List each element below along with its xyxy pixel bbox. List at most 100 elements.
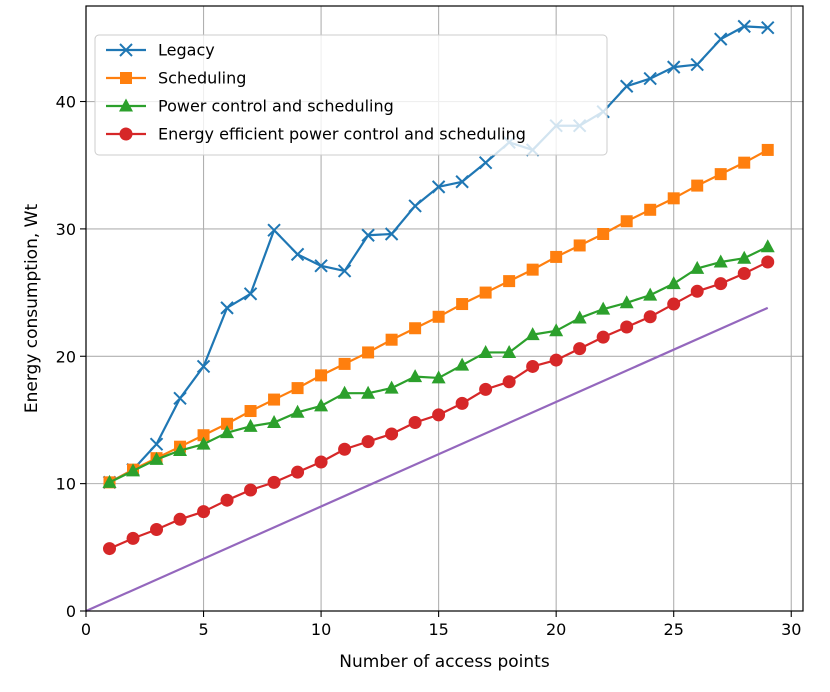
x-tick-label: 0 (81, 620, 91, 639)
data-point (267, 223, 281, 237)
data-point (714, 168, 727, 181)
y-axis-label: Energy consumption, Wt (22, 204, 42, 414)
x-tick-label: 10 (311, 620, 331, 639)
series-layer (85, 19, 775, 613)
series-4 (85, 306, 769, 613)
data-point (478, 344, 493, 358)
legend-marker (120, 72, 132, 84)
data-point (549, 353, 563, 367)
data-point (737, 250, 752, 264)
legend-label: Power control and scheduling (158, 97, 394, 116)
data-point (761, 255, 775, 269)
data-point (337, 385, 352, 399)
data-point (526, 263, 539, 276)
data-point (196, 436, 211, 450)
data-point (220, 301, 234, 315)
data-point (714, 277, 728, 291)
data-point (713, 254, 728, 268)
data-point (338, 357, 351, 370)
ticks: 0 5 10 15 20 25 30 0 10 20 30 40 (56, 93, 802, 639)
data-point (502, 375, 516, 389)
data-point (267, 414, 282, 428)
data-point (572, 310, 587, 324)
data-point (314, 455, 328, 469)
data-point (455, 396, 469, 410)
data-point (431, 180, 446, 194)
data-point (173, 443, 188, 457)
data-point (385, 427, 399, 441)
data-point (384, 380, 399, 394)
data-point (361, 385, 376, 399)
data-point (408, 369, 423, 383)
data-point (268, 393, 281, 406)
x-tick-label: 5 (198, 620, 208, 639)
legend-entries: Legacy Scheduling Power control and schedu… (106, 41, 526, 144)
data-point (573, 342, 587, 356)
data-point (408, 199, 422, 213)
data-point (244, 483, 258, 497)
legend: Legacy Scheduling Power control and schedu… (94, 34, 608, 156)
data-point (666, 276, 681, 290)
series-2 (102, 239, 775, 488)
data-point (197, 429, 210, 442)
data-point (126, 463, 141, 477)
data-point (478, 155, 493, 170)
data-point (290, 404, 305, 418)
legend-label: Energy efficient power control and sched… (158, 125, 526, 144)
legend-marker (119, 98, 133, 112)
data-point (243, 287, 258, 301)
data-point (573, 239, 586, 252)
y-tick-label: 30 (56, 220, 76, 239)
y-tick-label: 10 (56, 475, 76, 494)
data-point (550, 250, 563, 263)
x-axis-label: Number of access points (339, 652, 550, 672)
series-0 (102, 19, 775, 490)
x-tick-label: 20 (546, 620, 566, 639)
data-point (619, 295, 634, 309)
legend-entry: Power control and scheduling (106, 97, 394, 116)
data-point (620, 320, 634, 334)
series-line-4 (85, 306, 769, 613)
data-point (737, 19, 751, 34)
legend-marker (119, 43, 133, 57)
data-point (596, 301, 611, 315)
data-point (525, 327, 540, 341)
data-point (314, 398, 329, 412)
data-point (291, 382, 304, 395)
data-point (455, 175, 469, 189)
data-point (221, 417, 234, 430)
data-point (197, 505, 211, 519)
legend-label: Scheduling (158, 69, 246, 88)
data-point (761, 20, 775, 35)
data-point (643, 287, 658, 301)
data-point (290, 247, 305, 262)
data-point (666, 60, 681, 74)
data-point (362, 346, 375, 359)
data-point (384, 227, 399, 241)
data-point (597, 227, 610, 240)
data-point (126, 531, 140, 545)
data-point (714, 32, 728, 46)
data-point (760, 239, 775, 253)
data-point (737, 266, 751, 280)
data-point (596, 330, 610, 344)
data-point (173, 391, 187, 406)
legend-entry: Scheduling (106, 69, 246, 88)
data-point (690, 260, 705, 274)
data-point (173, 512, 187, 526)
data-point (149, 451, 164, 465)
data-point (643, 71, 657, 86)
series-3 (103, 255, 775, 556)
data-point (243, 418, 258, 432)
x-tick-label: 25 (664, 620, 684, 639)
y-tick-label: 0 (66, 602, 76, 621)
data-point (643, 310, 657, 324)
data-point (315, 369, 328, 382)
data-point (690, 284, 704, 298)
data-point (667, 192, 680, 205)
data-point (431, 370, 446, 384)
data-point (761, 143, 774, 156)
data-point (432, 310, 445, 323)
data-point (244, 405, 257, 418)
